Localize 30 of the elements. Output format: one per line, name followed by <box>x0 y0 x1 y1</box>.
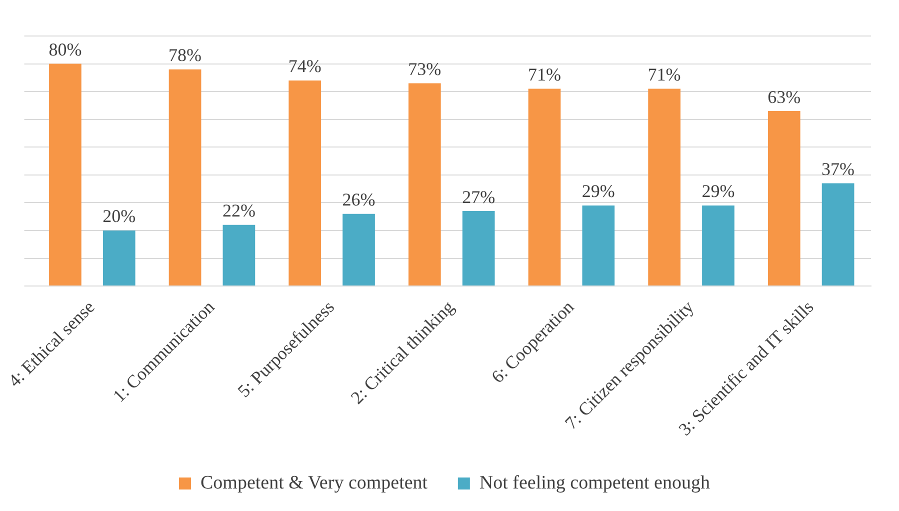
bar <box>168 69 202 286</box>
data-label: 63% <box>768 86 801 107</box>
bar <box>648 88 680 286</box>
bar <box>288 80 322 286</box>
data-label: 22% <box>222 200 256 221</box>
data-label: 29% <box>702 181 735 202</box>
data-label: 20% <box>102 206 136 226</box>
data-label: 71% <box>528 64 561 85</box>
bar <box>342 214 375 286</box>
bar <box>822 183 854 286</box>
data-label: 27% <box>462 186 496 207</box>
data-label: 78% <box>168 45 202 66</box>
data-label: 80% <box>48 40 82 60</box>
bar <box>702 205 734 286</box>
legend-label: Competent & Very competent <box>200 472 428 494</box>
bar <box>49 64 82 286</box>
data-label: 29% <box>582 181 615 202</box>
bar <box>528 88 561 286</box>
bar <box>222 224 256 286</box>
bar <box>582 205 615 286</box>
bar <box>102 230 136 286</box>
data-label: 37% <box>822 158 855 179</box>
legend-label: Not feeling competent enough <box>479 472 710 494</box>
bar <box>408 83 441 286</box>
data-label: 26% <box>342 190 376 210</box>
data-label: 74% <box>288 56 322 76</box>
bar <box>768 111 800 286</box>
data-label: 73% <box>408 58 442 79</box>
data-label: 71% <box>648 64 681 85</box>
bar <box>462 211 495 286</box>
